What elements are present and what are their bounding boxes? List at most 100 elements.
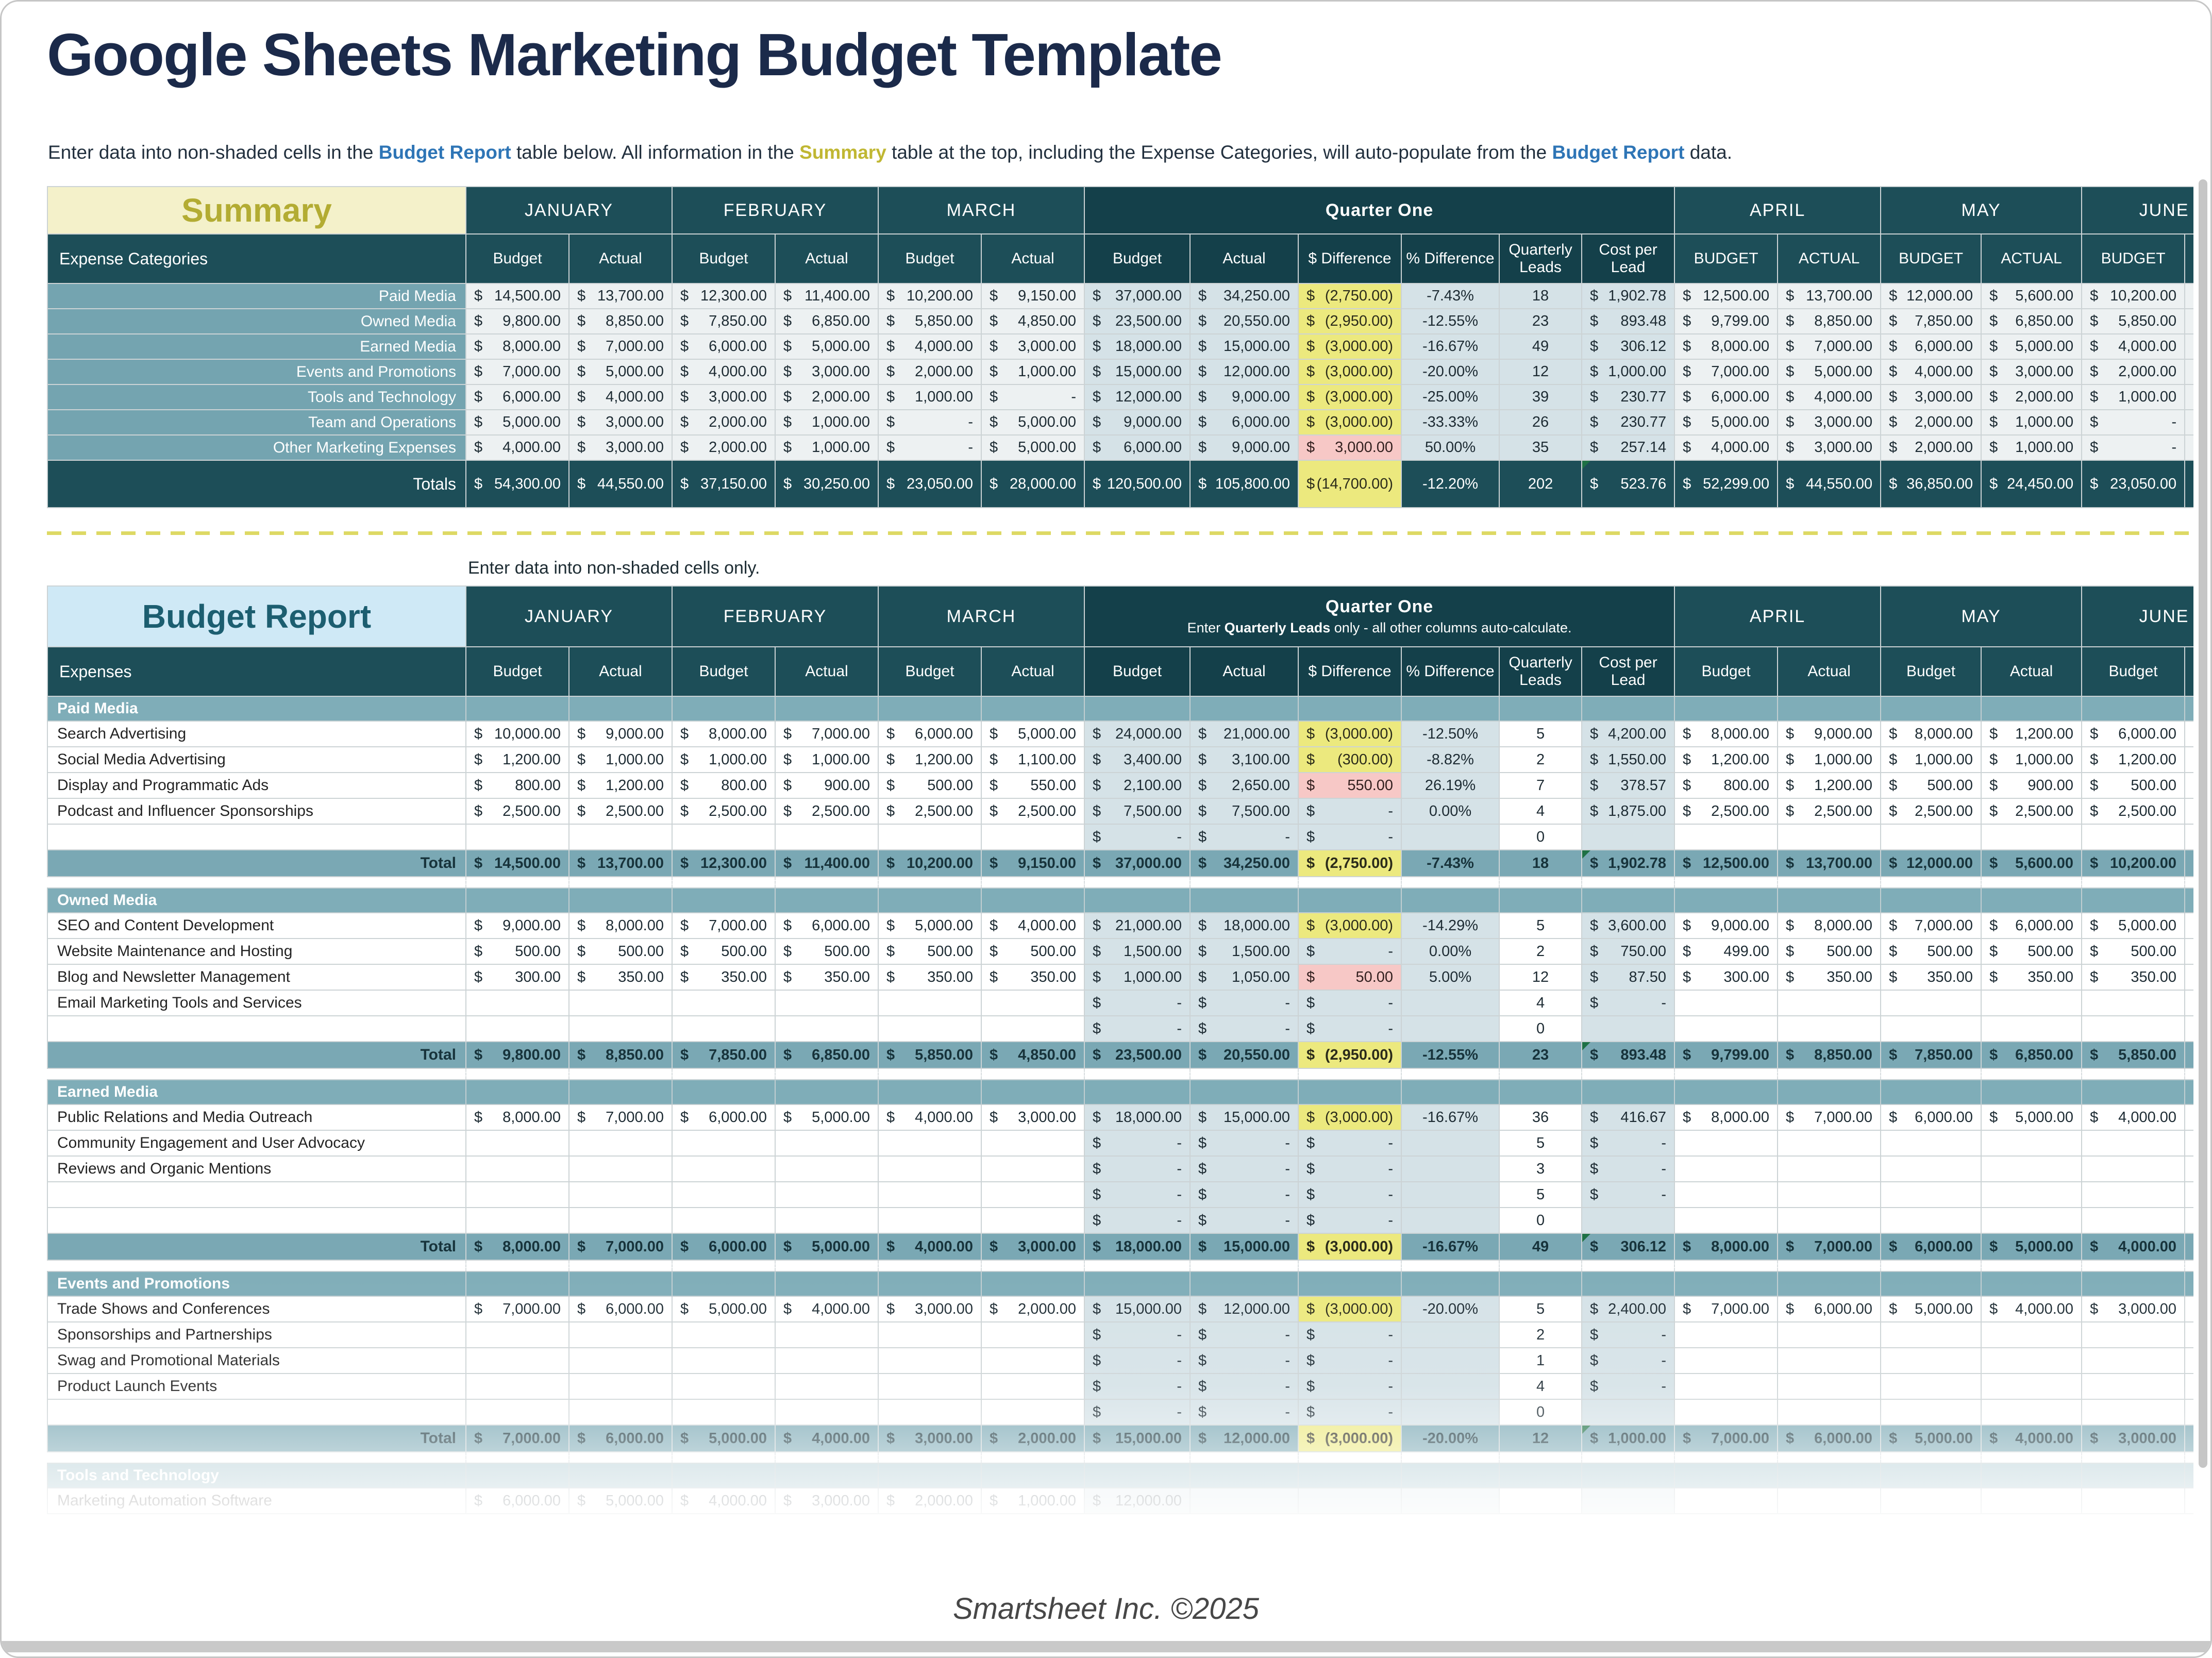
money-cell[interactable]: [1880, 1321, 1982, 1348]
money-cell[interactable]: $4,000.00: [672, 1487, 776, 1514]
money-cell[interactable]: $1,200.00: [878, 746, 982, 773]
money-cell[interactable]: [672, 1155, 776, 1182]
money-cell[interactable]: $500.00: [1880, 772, 1982, 799]
money-cell[interactable]: [672, 1015, 776, 1042]
money-cell[interactable]: [568, 1321, 673, 1348]
quarterly-leads-cell[interactable]: 5: [1499, 912, 1583, 939]
money-cell[interactable]: [672, 824, 776, 850]
money-cell[interactable]: [465, 1181, 569, 1208]
money-cell[interactable]: $500.00: [878, 772, 982, 799]
money-cell[interactable]: $8,000.00: [465, 1104, 569, 1131]
money-cell[interactable]: [465, 1130, 569, 1157]
money-cell[interactable]: [1981, 1399, 2083, 1426]
money-cell[interactable]: $9,000.00: [568, 721, 673, 747]
money-cell[interactable]: $1,200.00: [465, 746, 569, 773]
money-cell[interactable]: $2,500.00: [878, 798, 982, 825]
money-cell[interactable]: $350.00: [1777, 964, 1882, 991]
money-cell[interactable]: $6,000.00: [672, 1104, 776, 1131]
money-cell[interactable]: [1880, 1155, 1982, 1182]
money-cell[interactable]: [775, 1347, 879, 1374]
money-cell[interactable]: $500.00: [1981, 938, 2083, 965]
money-cell[interactable]: $1,000.00: [672, 746, 776, 773]
money-cell[interactable]: [1880, 1399, 1982, 1426]
money-cell[interactable]: [1777, 1130, 1882, 1157]
money-cell[interactable]: $1,000.00: [775, 746, 879, 773]
quarterly-leads-cell[interactable]: 5: [1499, 1296, 1583, 1322]
money-cell[interactable]: $2,000.00: [878, 1487, 982, 1514]
money-cell[interactable]: $6,000.00: [465, 1487, 569, 1514]
money-cell[interactable]: [568, 1373, 673, 1400]
money-cell[interactable]: [568, 1399, 673, 1426]
money-cell[interactable]: [465, 1321, 569, 1348]
money-cell[interactable]: [568, 824, 673, 850]
money-cell[interactable]: [1674, 1487, 1779, 1514]
money-cell[interactable]: $2,500.00: [1981, 798, 2083, 825]
money-cell[interactable]: $1,000.00: [1777, 746, 1882, 773]
money-cell[interactable]: [775, 1207, 879, 1234]
money-cell[interactable]: $500.00: [1777, 938, 1882, 965]
money-cell[interactable]: [980, 1373, 1085, 1400]
money-cell[interactable]: [1674, 1015, 1779, 1042]
money-cell[interactable]: $7,000.00: [775, 721, 879, 747]
money-cell[interactable]: [980, 1321, 1085, 1348]
money-cell[interactable]: $800.00: [1674, 772, 1779, 799]
money-cell[interactable]: $5,000.00: [2081, 912, 2186, 939]
money-cell[interactable]: [980, 1347, 1085, 1374]
money-cell[interactable]: [1981, 1207, 2083, 1234]
money-cell[interactable]: [672, 1347, 776, 1374]
money-cell[interactable]: $1,200.00: [1674, 746, 1779, 773]
money-cell[interactable]: [568, 1130, 673, 1157]
money-cell[interactable]: [878, 1373, 982, 1400]
money-cell[interactable]: $2,500.00: [568, 798, 673, 825]
money-cell[interactable]: [1674, 1399, 1779, 1426]
money-cell[interactable]: [672, 1321, 776, 1348]
money-cell[interactable]: [672, 990, 776, 1016]
money-cell[interactable]: [878, 1207, 982, 1234]
quarterly-leads-cell[interactable]: 5: [1499, 1130, 1583, 1157]
money-cell[interactable]: [465, 1155, 569, 1182]
money-cell[interactable]: $300.00: [465, 964, 569, 991]
money-cell[interactable]: [980, 990, 1085, 1016]
money-cell[interactable]: $1,000.00: [1880, 746, 1982, 773]
money-cell[interactable]: $900.00: [1981, 772, 2083, 799]
money-cell[interactable]: [1777, 1373, 1882, 1400]
money-cell[interactable]: [1880, 1015, 1982, 1042]
money-cell[interactable]: [465, 990, 569, 1016]
quarterly-leads-cell[interactable]: 1: [1499, 1347, 1583, 1374]
money-cell[interactable]: [775, 824, 879, 850]
money-cell[interactable]: $6,000.00: [1880, 1104, 1982, 1131]
money-cell[interactable]: $8,000.00: [1674, 1104, 1779, 1131]
money-cell[interactable]: [1674, 1373, 1779, 1400]
money-cell[interactable]: $4,000.00: [2081, 1104, 2186, 1131]
money-cell[interactable]: $5,000.00: [672, 1296, 776, 1322]
money-cell[interactable]: $1,200.00: [1777, 772, 1882, 799]
money-cell[interactable]: $350.00: [568, 964, 673, 991]
money-cell[interactable]: [878, 824, 982, 850]
money-cell[interactable]: $7,000.00: [1880, 912, 1982, 939]
money-cell[interactable]: [1777, 1399, 1882, 1426]
money-cell[interactable]: $6,000.00: [568, 1296, 673, 1322]
money-cell[interactable]: $500.00: [878, 938, 982, 965]
money-cell[interactable]: $5,000.00: [980, 721, 1085, 747]
money-cell[interactable]: $7,000.00: [465, 1296, 569, 1322]
money-cell[interactable]: [775, 1130, 879, 1157]
money-cell[interactable]: [1777, 1181, 1882, 1208]
money-cell[interactable]: [878, 1399, 982, 1426]
money-cell[interactable]: [2081, 1321, 2186, 1348]
money-cell[interactable]: [2081, 1155, 2186, 1182]
money-cell[interactable]: $5,000.00: [568, 1487, 673, 1514]
money-cell[interactable]: $5,000.00: [878, 912, 982, 939]
money-cell[interactable]: [878, 990, 982, 1016]
money-cell[interactable]: [980, 1130, 1085, 1157]
money-cell[interactable]: [1880, 990, 1982, 1016]
money-cell[interactable]: [878, 1347, 982, 1374]
money-cell[interactable]: $500.00: [568, 938, 673, 965]
money-cell[interactable]: $3,000.00: [775, 1487, 879, 1514]
money-cell[interactable]: $8,000.00: [568, 912, 673, 939]
money-cell[interactable]: $2,500.00: [2081, 798, 2186, 825]
money-cell[interactable]: $1,200.00: [1981, 721, 2083, 747]
money-cell[interactable]: $1,000.00: [980, 1487, 1085, 1514]
money-cell[interactable]: [775, 1181, 879, 1208]
money-cell[interactable]: $500.00: [672, 938, 776, 965]
money-cell[interactable]: [775, 990, 879, 1016]
